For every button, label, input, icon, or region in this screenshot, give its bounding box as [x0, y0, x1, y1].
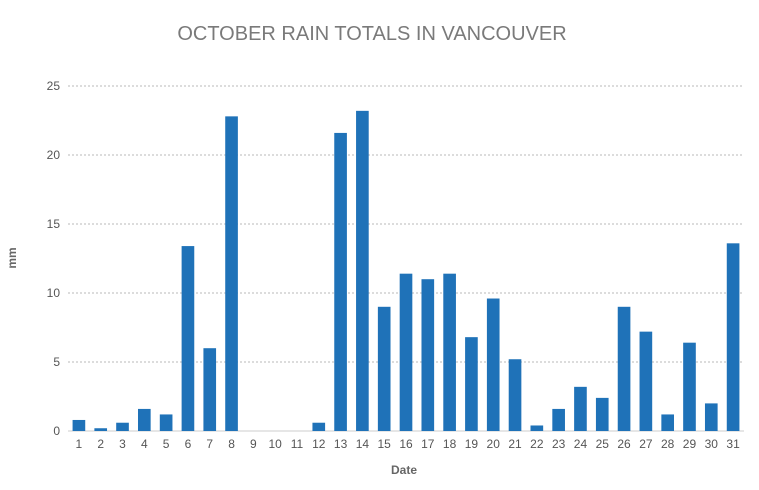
x-tick-label: 15	[378, 437, 392, 451]
x-tick-label: 19	[465, 437, 479, 451]
bar[interactable]	[486, 298, 500, 431]
bar[interactable]	[399, 273, 413, 431]
bar[interactable]	[552, 408, 565, 431]
bar[interactable]	[661, 414, 675, 431]
bar[interactable]	[377, 306, 391, 431]
x-tick-label: 7	[206, 437, 213, 451]
bar[interactable]	[225, 116, 238, 432]
x-tick-label: 25	[596, 437, 610, 451]
x-tick-label: 5	[163, 437, 170, 451]
x-tick-label: 2	[97, 437, 104, 451]
x-tick-label: 9	[250, 437, 257, 451]
x-axis-ticks: 1 2 3 4 5 6 7 8 9 10 11 12 13 14 15 16 17 18 19 20 21 22 23 24 2…	[76, 437, 741, 451]
bar[interactable]	[94, 428, 108, 431]
x-tick-label: 10	[268, 437, 282, 451]
bar[interactable]	[508, 359, 522, 431]
bar[interactable]	[159, 414, 173, 431]
x-tick-label: 23	[552, 437, 566, 451]
x-tick-label: 1	[76, 437, 83, 451]
y-axis-label: mm	[5, 247, 19, 268]
y-tick-label: 20	[47, 148, 61, 162]
x-tick-label: 6	[185, 437, 192, 451]
y-tick-label: 5	[53, 355, 60, 369]
bar[interactable]	[726, 243, 740, 431]
bar[interactable]	[530, 425, 544, 431]
x-axis-label: Date	[391, 463, 417, 477]
bar[interactable]	[181, 246, 195, 431]
bar[interactable]	[574, 386, 587, 431]
bar[interactable]	[137, 408, 151, 431]
bar[interactable]	[421, 279, 435, 431]
x-tick-label: 17	[421, 437, 435, 451]
bar[interactable]	[683, 342, 696, 431]
x-tick-label: 16	[399, 437, 413, 451]
x-tick-label: 21	[508, 437, 522, 451]
y-tick-label: 0	[53, 424, 60, 438]
chart-title: OCTOBER RAIN TOTALS IN VANCOUVER	[177, 23, 566, 45]
bar[interactable]	[203, 348, 217, 431]
bar[interactable]	[443, 273, 456, 431]
x-tick-label: 11	[291, 437, 304, 451]
x-tick-label: 26	[617, 437, 631, 451]
x-tick-label: 31	[726, 437, 740, 451]
x-tick-label: 20	[487, 437, 501, 451]
bar[interactable]	[72, 419, 86, 431]
x-tick-label: 24	[574, 437, 588, 451]
x-tick-label: 30	[705, 437, 719, 451]
bar[interactable]	[312, 422, 326, 431]
x-tick-label: 29	[683, 437, 697, 451]
x-tick-label: 8	[228, 437, 235, 451]
x-tick-label: 3	[119, 437, 126, 451]
bar[interactable]	[356, 110, 369, 431]
bar[interactable]	[595, 397, 609, 431]
x-tick-label: 4	[141, 437, 148, 451]
bar[interactable]	[334, 132, 347, 432]
bar[interactable]	[617, 306, 631, 431]
y-axis-ticks: 0 5 10 15 20 25	[47, 79, 61, 438]
x-tick-label: 12	[312, 437, 326, 451]
y-tick-label: 25	[47, 79, 61, 93]
bar[interactable]	[704, 403, 718, 431]
x-tick-label: 22	[530, 437, 544, 451]
x-tick-label: 18	[443, 437, 457, 451]
x-tick-label: 13	[334, 437, 348, 451]
x-tick-label: 14	[356, 437, 370, 451]
y-tick-label: 15	[47, 217, 61, 231]
bar[interactable]	[639, 331, 653, 431]
x-tick-label: 27	[639, 437, 653, 451]
bar[interactable]	[116, 422, 129, 431]
x-tick-label: 28	[661, 437, 675, 451]
bars	[72, 110, 740, 432]
y-tick-label: 10	[47, 286, 61, 300]
bar[interactable]	[465, 337, 478, 431]
